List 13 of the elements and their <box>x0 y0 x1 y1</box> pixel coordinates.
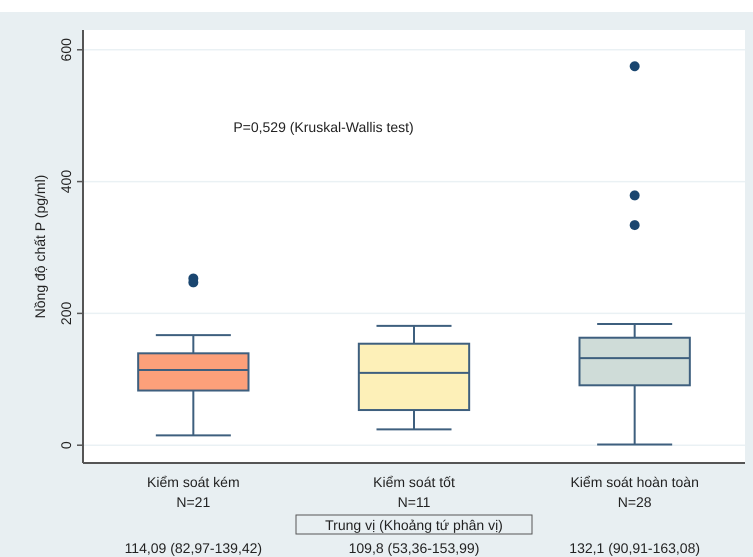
text: 109,8 (53,36-153,99) <box>348 540 480 556</box>
y-tick-label: 600 <box>58 38 74 62</box>
x-tick-label: Kiểm soát kém N=21 <box>147 474 240 510</box>
y-tick-label: 200 <box>58 302 74 326</box>
x-tick-label: Kiểm soát tốt N=11 <box>373 474 455 510</box>
text: 132,1 (90,91-163,08) <box>569 540 700 556</box>
text: Trung vị (Khoảng tứ phân vị) <box>325 517 503 533</box>
text: 114,09 (82,97-139,42) <box>124 540 262 556</box>
x-tick-label: Kiểm soát hoàn toàn N=28 <box>570 474 699 510</box>
y-tick-label: 400 <box>58 170 74 194</box>
y-axis-title: Nồng độ chất P (pg/ml) <box>32 174 48 318</box>
annotation: P=0,529 (Kruskal-Wallis test) <box>233 119 414 136</box>
y-tick-label: 0 <box>58 441 74 450</box>
